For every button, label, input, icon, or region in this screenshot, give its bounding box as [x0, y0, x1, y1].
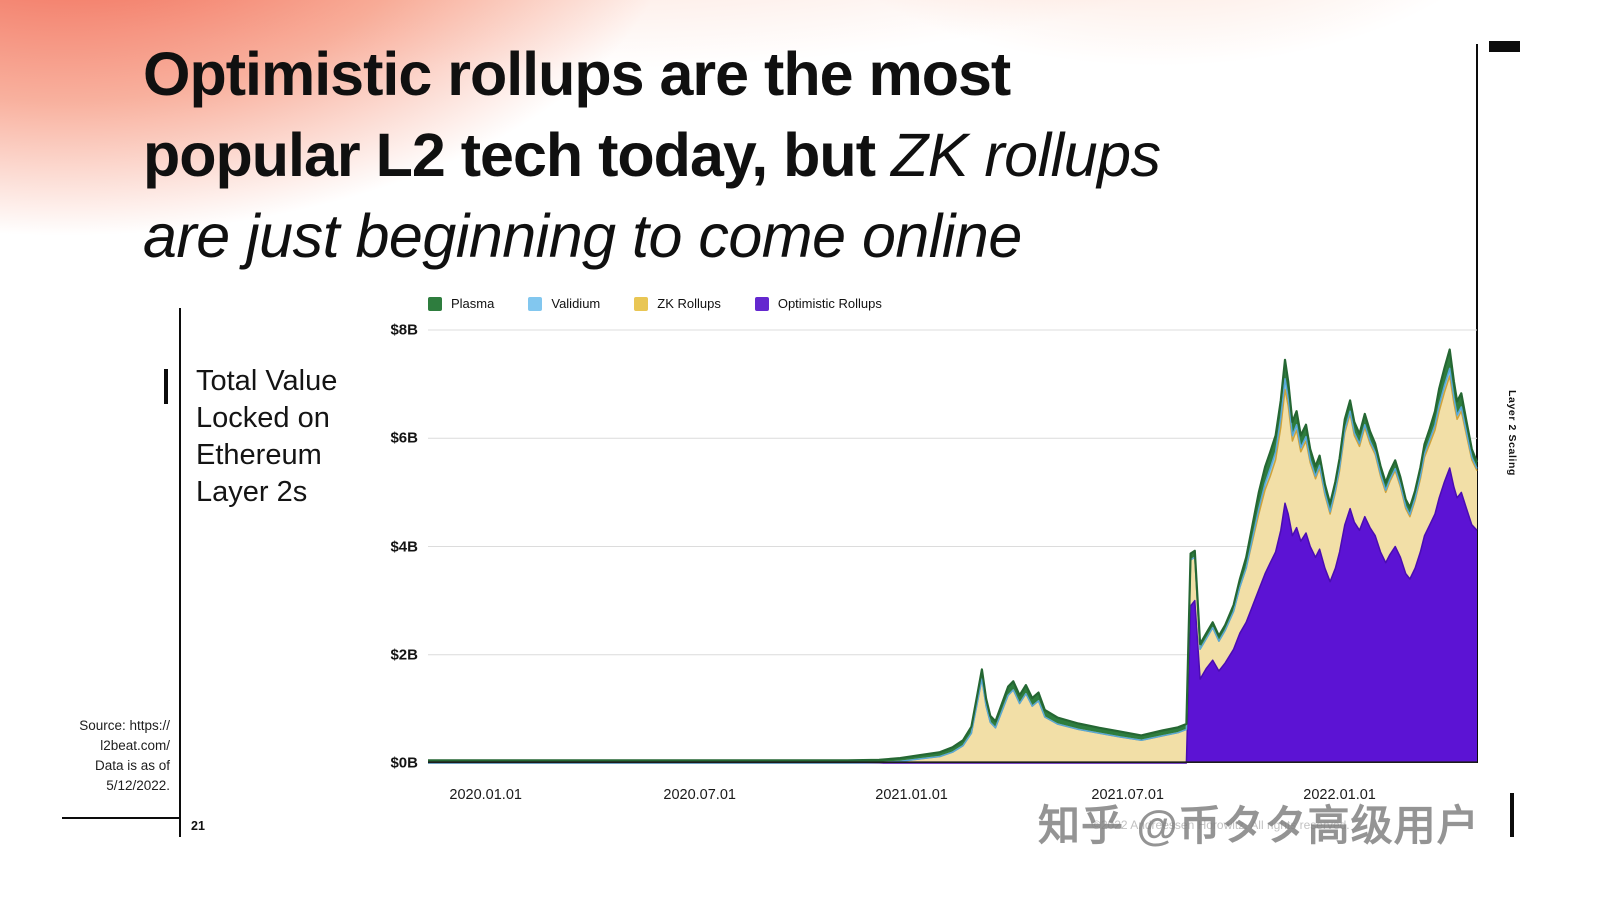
bottom-right-mark [1510, 793, 1514, 837]
legend-item-zk-rollups: ZK Rollups [634, 296, 721, 311]
legend-swatch-plasma [428, 296, 442, 311]
y-axis-label: $6B [390, 429, 418, 447]
x-axis-label: 2020.01.01 [449, 787, 522, 803]
legend-item-plasma: Plasma [428, 296, 494, 311]
legend-label-validium: Validium [551, 296, 601, 311]
y-axis-label: $0B [390, 754, 418, 772]
area-optimistic-rollups [428, 468, 1477, 763]
source-note: Source: https:// l2beat.com/ Data is as … [40, 716, 170, 796]
source-line: Source: https:// [79, 718, 170, 733]
legend-swatch-validium [528, 296, 543, 311]
tvl-stacked-area-chart [428, 329, 1479, 764]
x-axis-label: 2020.07.01 [663, 787, 736, 803]
side-label: Layer 2 Scaling [1506, 390, 1518, 477]
watermark: 知乎 @币タタ高级用户 [1038, 802, 1480, 849]
chart-heading-line: Total Value [196, 365, 338, 397]
y-axis-label: $4B [390, 538, 418, 555]
copyright-notice: ©2022 Andreessen Horowitz. All rights re… [1092, 818, 1350, 832]
title-line-2-bold: popular L2 tech today, but [143, 121, 891, 189]
title-line-1: Optimistic rollups are the most [143, 40, 1011, 108]
corner-mark [1489, 41, 1520, 52]
slide-title: Optimistic rollups are the most popular … [143, 34, 1443, 277]
bottom-left-rule [62, 817, 180, 819]
edge-plasma [428, 348, 1479, 762]
legend-label-zk-rollups: ZK Rollups [657, 296, 721, 311]
y-axis-label: $2B [390, 646, 418, 664]
legend-label-optimistic-rollups: Optimistic Rollups [777, 296, 882, 311]
legend-item-validium: Validium [528, 296, 600, 311]
chart-legend: Plasma Validium ZK Rollups Optimistic Ro… [428, 296, 882, 311]
legend-swatch-optimistic-rollups [754, 296, 769, 311]
title-line-2-italic: ZK rollups [890, 121, 1161, 189]
source-line: Data is as of [94, 758, 170, 773]
title-line-3: are just beginning to come online [143, 202, 1022, 270]
chart-heading-line: Ethereum [196, 439, 322, 471]
chart-heading: Total Value Locked on Ethereum Layer 2s [196, 363, 337, 511]
source-line: l2beat.com/ [100, 738, 170, 753]
page-number: 21 [191, 819, 205, 833]
left-rule [179, 308, 181, 837]
legend-item-optimistic-rollups: Optimistic Rollups [754, 296, 882, 311]
chart-heading-marker [164, 369, 168, 404]
y-axis-label: $8B [390, 321, 418, 339]
right-rule [1476, 44, 1478, 763]
chart-heading-line: Locked on [196, 402, 330, 434]
chart-heading-line: Layer 2s [196, 476, 308, 508]
x-axis-label: 2021.01.01 [875, 787, 948, 803]
legend-swatch-zk-rollups [634, 296, 649, 311]
source-line: 5/12/2022. [106, 778, 170, 793]
legend-label-plasma: Plasma [451, 296, 495, 311]
edge-validium [428, 367, 1478, 764]
